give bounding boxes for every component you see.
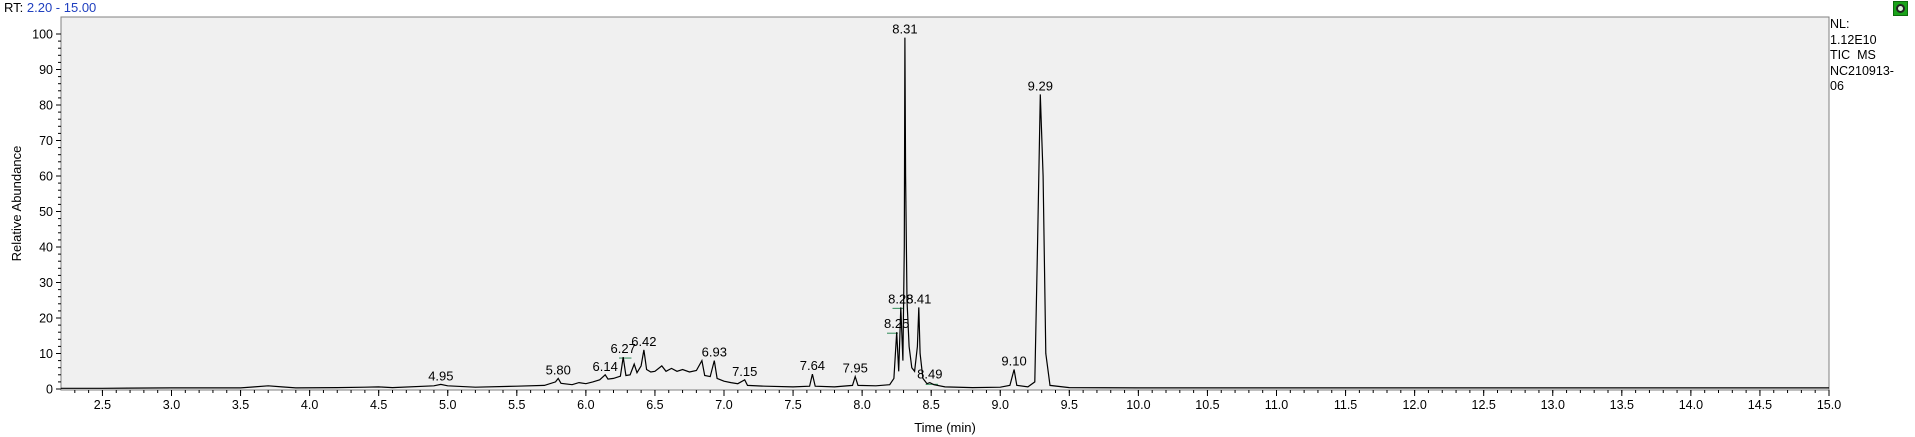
x-tick-label: 13.0: [1541, 398, 1565, 412]
x-axis: 2.5 3.0 3.5 4.0 4.5 5.0 5.5 6.0 6.5 7.0 7.5 8.0 8.5 9…: [74, 390, 1841, 412]
x-tick-label: 9.5: [1061, 398, 1078, 412]
scan-type: TIC MS: [1830, 48, 1876, 62]
peak-label: 4.95: [428, 368, 453, 383]
x-tick-label: 12.0: [1402, 398, 1426, 412]
y-tick-label: 60: [39, 170, 53, 184]
peak-label: 9.29: [1028, 78, 1053, 93]
y-tick-label: 40: [39, 241, 53, 255]
y-tick-label: 0: [46, 383, 53, 397]
x-tick-label: 4.0: [301, 398, 318, 412]
y-tick-label: 100: [32, 28, 53, 42]
plot-area: [60, 16, 1830, 391]
x-tick-label: 13.5: [1610, 398, 1634, 412]
x-tick-label: 11.0: [1265, 398, 1288, 412]
peak-label: 6.93: [702, 345, 727, 360]
y-tick-label: 10: [39, 347, 53, 361]
pin-icon: [1896, 4, 1905, 13]
x-tick-label: 8.0: [853, 398, 870, 412]
peak-label: 8.49: [917, 367, 942, 382]
x-axis-title: Time (min): [914, 420, 976, 435]
x-tick-label: 6.0: [577, 398, 594, 412]
x-tick-label: 7.0: [715, 398, 732, 412]
peak-label: 7.64: [800, 358, 825, 373]
y-tick-label: 80: [39, 99, 53, 113]
normalization-info: NL: 1.12E10 TIC MS NC210913- 06: [1830, 17, 1910, 95]
y-axis-title: Relative Abundance: [9, 146, 24, 262]
peak-label: 6.42: [631, 334, 656, 349]
x-tick-label: 6.5: [646, 398, 663, 412]
x-tick-label: 11.5: [1334, 398, 1357, 412]
file-name-line2: 06: [1830, 79, 1844, 93]
x-tick-label: 8.5: [922, 398, 939, 412]
peak-label: 9.10: [1001, 353, 1026, 368]
x-tick-label: 3.5: [232, 398, 249, 412]
peak-label: 7.15: [732, 364, 757, 379]
x-tick-label: 10.0: [1126, 398, 1150, 412]
peak-label: 6.14: [593, 359, 618, 374]
x-tick-label: 2.5: [94, 398, 111, 412]
x-tick-label: 5.0: [439, 398, 456, 412]
chromatogram-trace: [61, 37, 1829, 389]
peak-label: 5.80: [546, 362, 571, 377]
rt-range-value: 2.20 - 15.00: [26, 0, 97, 15]
y-tick-label: 90: [39, 63, 53, 77]
x-tick-label: 14.0: [1679, 398, 1703, 412]
peak-label: 8.41: [906, 291, 931, 306]
peak-label: 8.25: [884, 316, 909, 331]
x-tick-label: 15.0: [1817, 398, 1841, 412]
nl-label: NL:: [1830, 17, 1850, 31]
x-tick-label: 7.5: [784, 398, 801, 412]
y-tick-label: 50: [39, 205, 53, 219]
peak-labels: 4.95 5.80 6.14 6.276.42 6.93 7.15 7.64 7.95 8.25…: [428, 22, 1053, 384]
y-tick-label: 20: [39, 312, 53, 326]
x-tick-label: 10.5: [1195, 398, 1219, 412]
rt-range-label: RT: 2.20 - 15.00: [4, 0, 96, 16]
x-tick-label: 9.0: [992, 398, 1009, 412]
x-tick-label: 12.5: [1472, 398, 1496, 412]
peak-label: 8.31: [892, 22, 917, 37]
rt-prefix: RT:: [4, 0, 24, 15]
y-tick-label: 70: [39, 134, 53, 148]
file-name-line1: NC210913-: [1830, 63, 1894, 78]
x-tick-label: 3.0: [163, 398, 180, 412]
nl-value: 1.12E10: [1830, 32, 1877, 47]
peak-label: 8.28: [888, 291, 913, 306]
peak-label: 6.27: [611, 341, 636, 356]
peak-label: 7.95: [843, 361, 868, 376]
x-tick-label: 5.5: [508, 398, 525, 412]
chromatogram-settings-icon[interactable]: [1893, 1, 1908, 16]
x-tick-label: 4.5: [370, 398, 387, 412]
y-tick-label: 30: [39, 276, 53, 290]
y-axis: 0 10 20 30 40 50 60 70 80 90 100: [32, 28, 61, 397]
x-tick-label: 14.5: [1748, 398, 1772, 412]
